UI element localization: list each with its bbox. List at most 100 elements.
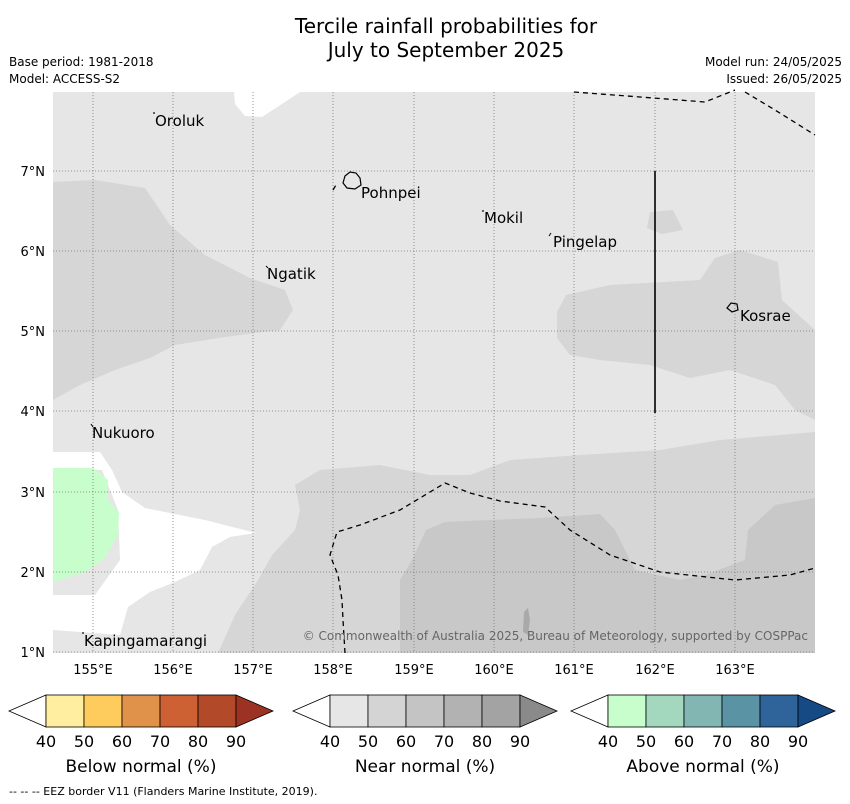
- title-line-2: July to September 2025: [327, 38, 565, 62]
- colorbar-swatch: [83, 694, 123, 728]
- colorbar-swatch: [197, 694, 237, 728]
- near-normal-50-small: [647, 210, 683, 234]
- ngatik-marker: [265, 265, 269, 269]
- place-labels: Oroluk Pohnpei Mokil Pingelap Ngatik Kosrae Nu…: [84, 112, 791, 650]
- base-period: Base period: 1981-2018: [9, 55, 154, 69]
- latitude-label: 1°N: [21, 646, 46, 661]
- colorbar-tick: 50: [74, 732, 94, 751]
- title-line-1: Tercile rainfall probabilities for: [294, 14, 598, 38]
- longitude-label: 163°E: [715, 663, 755, 678]
- longitude-labels: 155°E 156°E 157°E 158°E 159°E 160°E 161°E 162°E…: [73, 663, 755, 678]
- colorbar-extend-right: [797, 694, 837, 728]
- colorbar-below-normal: 40 50 60 70 80 90 Below normal (%): [7, 694, 275, 777]
- place-label: Pohnpei: [361, 184, 421, 202]
- colorbar-tick: 50: [358, 732, 378, 751]
- latitude-label: 3°N: [21, 486, 46, 501]
- colorbar-area: 40 50 60 70 80 90 Below normal (%) 40 50 60 70 80 9…: [7, 694, 837, 777]
- latitude-label: 2°N: [21, 566, 46, 581]
- above-normal-40-region: [53, 468, 119, 582]
- colorbar-extend-left: [291, 694, 331, 728]
- eez-footnote: -- -- -- EEZ border V11 (Flanders Marine…: [9, 785, 318, 798]
- kapingamarangi-marker: [82, 632, 84, 634]
- colorbar-swatch: [329, 694, 369, 728]
- latitude-label: 4°N: [21, 405, 46, 420]
- colorbar-tick: 80: [188, 732, 208, 751]
- colorbar-tick: 80: [472, 732, 492, 751]
- place-label: Nukuoro: [92, 424, 155, 442]
- longitude-label: 158°E: [313, 663, 353, 678]
- eez-border-south: [329, 482, 816, 654]
- white-region-southwest: [53, 452, 256, 635]
- colorbar-swatch: [405, 694, 445, 728]
- near-normal-70-patch: [523, 608, 530, 635]
- colorbar-swatch: [645, 694, 685, 728]
- issued-date: Issued: 26/05/2025: [726, 72, 842, 86]
- model-run: Model run: 24/05/2025: [704, 55, 842, 69]
- colorbar-extend-left: [569, 694, 609, 728]
- place-label: Kosrae: [740, 307, 791, 325]
- colorbar-above-normal: 40 50 60 70 80 90 Above normal (%): [569, 694, 837, 777]
- kosrae-island-outline: [726, 302, 739, 313]
- longitude-label: 157°E: [233, 663, 273, 678]
- colorbar-tick: 70: [712, 732, 732, 751]
- latitude-label: 5°N: [21, 325, 46, 340]
- colorbar-swatch: [443, 694, 483, 728]
- white-region-top: [234, 92, 300, 117]
- colorbar-tick: 70: [150, 732, 170, 751]
- colorbar-tick: 90: [510, 732, 530, 751]
- colorbar-tick: 40: [320, 732, 340, 751]
- colorbar-swatch: [721, 694, 761, 728]
- place-label: Oroluk: [155, 112, 204, 130]
- colorbar-extend-left: [7, 694, 47, 728]
- colorbar-tick: 40: [598, 732, 618, 751]
- colorbar-swatch: [607, 694, 647, 728]
- pingelap-marker: [548, 232, 552, 237]
- eez-border-northeast: [744, 91, 816, 136]
- colorbar-swatch: [481, 694, 521, 728]
- mokil-marker: [482, 210, 484, 212]
- longitude-label: 161°E: [554, 663, 594, 678]
- colorbar-swatch: [367, 694, 407, 728]
- map-regions: [53, 92, 815, 653]
- colorbar-swatch: [45, 694, 85, 728]
- copyright-text: © Commonwealth of Australia 2025, Bureau…: [303, 629, 808, 643]
- oroluk-marker: [153, 112, 155, 114]
- colorbar-label: Below normal (%): [66, 757, 217, 777]
- colorbar-label: Above normal (%): [626, 757, 779, 777]
- latitude-label: 7°N: [21, 165, 46, 180]
- eez-border-tick: [332, 184, 337, 191]
- colorbar-label: Near normal (%): [355, 757, 495, 777]
- nukuoro-marker: [90, 423, 94, 428]
- eez-borders: [329, 89, 816, 654]
- place-label: Kapingamarangi: [84, 632, 207, 650]
- colorbar-swatch: [683, 694, 723, 728]
- longitude-label: 160°E: [474, 663, 514, 678]
- near-normal-60-south: [400, 498, 815, 653]
- colorbar-tick: 90: [788, 732, 808, 751]
- longitude-label: 159°E: [394, 663, 434, 678]
- eez-border-north: [573, 89, 736, 103]
- place-label: Ngatik: [267, 265, 316, 283]
- model-name: Model: ACCESS-S2: [9, 72, 121, 86]
- forecast-map: Oroluk Pohnpei Mokil Pingelap Ngatik Kosrae Nu…: [21, 89, 816, 678]
- colorbar-tick: 60: [674, 732, 694, 751]
- colorbar-tick: 50: [636, 732, 656, 751]
- colorbar-extend-right: [235, 694, 275, 728]
- colorbar-swatch: [759, 694, 799, 728]
- place-label: Pingelap: [553, 233, 617, 251]
- meta-left: Base period: 1981-2018 Model: ACCESS-S2: [9, 54, 154, 88]
- colorbar-swatch: [159, 694, 199, 728]
- colorbar-tick: 90: [226, 732, 246, 751]
- latitude-labels: 7°N 6°N 5°N 4°N 3°N 2°N 1°N: [21, 165, 46, 661]
- place-label: Mokil: [484, 209, 523, 227]
- colorbar-tick: 60: [396, 732, 416, 751]
- map-title: Tercile rainfall probabilities for July …: [41, 14, 850, 62]
- colorbar-tick: 60: [112, 732, 132, 751]
- near-normal-50-east: [557, 250, 815, 420]
- colorbar-extend-right: [519, 694, 559, 728]
- longitude-label: 156°E: [153, 663, 193, 678]
- meta-right: Model run: 24/05/2025 Issued: 26/05/2025: [705, 54, 842, 88]
- colorbar-tick: 40: [36, 732, 56, 751]
- pohnpei-island-outline: [342, 171, 362, 190]
- colorbar-tick: 70: [434, 732, 454, 751]
